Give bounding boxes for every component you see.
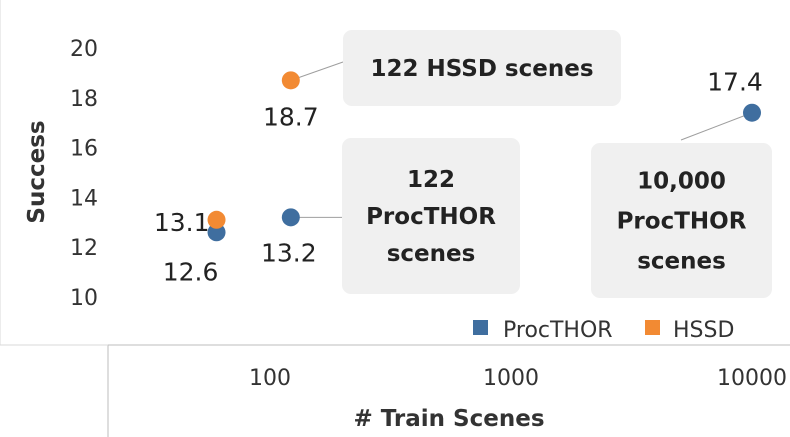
data-point-hssd <box>207 210 226 229</box>
data-point-procthor <box>743 103 761 122</box>
legend-swatch-hssd <box>645 320 660 335</box>
y-axis-title: Success <box>24 120 50 223</box>
legend-swatch-procthor <box>473 320 488 335</box>
y-axis-ticks: 10 12 14 16 18 20 <box>70 37 98 311</box>
annotation-text: 122 <box>407 167 455 193</box>
annotation-box <box>591 143 772 298</box>
x-tick-label: 1000 <box>483 366 539 391</box>
annotation-text: 10,000 <box>637 169 726 195</box>
y-tick-label: 20 <box>70 37 98 62</box>
annotation-connector <box>680 112 753 141</box>
data-point-hssd <box>281 71 300 90</box>
y-tick-label: 14 <box>70 186 98 211</box>
data-label: 12.6 <box>163 257 219 286</box>
annotation-text: ProcTHOR <box>617 209 747 235</box>
annotation-text: 122 HSSD scenes <box>370 56 593 82</box>
data-point-procthor <box>281 208 300 227</box>
x-tick-label: 100 <box>249 366 291 391</box>
legend-label-procthor: ProcTHOR <box>503 318 613 343</box>
annotation-box <box>343 30 621 106</box>
data-points: 12.6 13.2 17.4 13.1 18.7 <box>154 68 763 287</box>
y-tick-label: 10 <box>70 286 98 311</box>
annotation-box <box>342 138 520 294</box>
annotation-text: scenes <box>637 249 726 275</box>
x-axis-ticks: 100 1000 10000 <box>249 366 787 391</box>
legend: ProcTHOR HSSD <box>473 318 734 343</box>
data-point-procthor <box>207 223 226 242</box>
y-tick-label: 16 <box>70 137 98 162</box>
annotation-text: scenes <box>387 241 476 267</box>
x-tick-label: 10000 <box>717 366 787 391</box>
annotation-text: ProcTHOR <box>366 204 496 230</box>
x-axis-title: # Train Scenes <box>353 406 544 432</box>
legend-label-hssd: HSSD <box>673 318 734 343</box>
annotations: 122 HSSD scenes 122 ProcTHOR scenes 10,000 Pr… <box>290 30 772 298</box>
data-label: 18.7 <box>263 102 319 131</box>
y-tick-label: 18 <box>70 87 98 112</box>
data-label: 17.4 <box>707 68 763 97</box>
data-label: 13.2 <box>261 238 317 267</box>
annotation-connector <box>290 61 344 81</box>
data-label: 13.1 <box>154 208 210 237</box>
y-tick-label: 12 <box>70 236 98 261</box>
